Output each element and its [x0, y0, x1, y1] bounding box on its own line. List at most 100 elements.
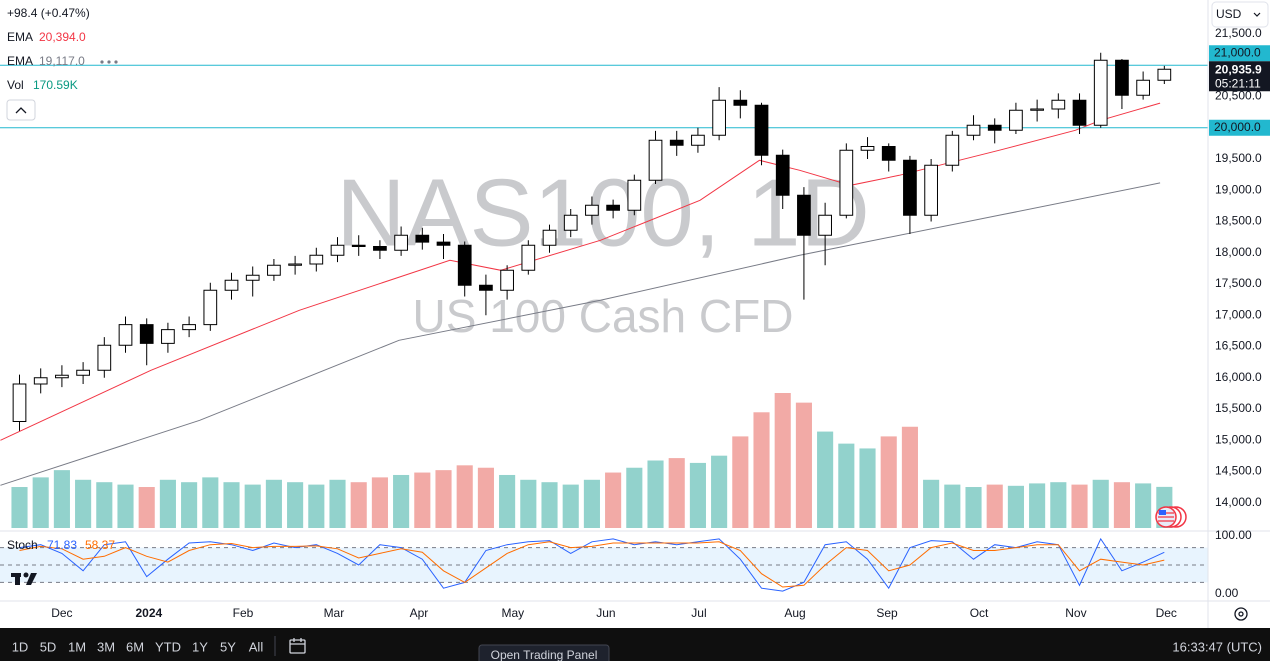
volume-bar: [32, 477, 49, 528]
candle-body: [373, 246, 387, 251]
volume-bar: [308, 484, 325, 528]
range-button[interactable]: 1D: [12, 639, 29, 654]
candle-body: [1136, 79, 1150, 96]
candle-body: [436, 241, 451, 246]
candle-body: [754, 104, 769, 156]
volume-bar: [626, 467, 643, 528]
currency: USD: [1216, 7, 1242, 21]
currency-button[interactable]: USD: [1211, 1, 1269, 28]
x-tick-label: 2024: [135, 606, 162, 620]
countdown: 05:21:11: [1215, 76, 1261, 90]
range-button[interactable]: 5D: [40, 639, 57, 654]
candle-body: [161, 329, 175, 344]
volume-bar: [541, 482, 558, 528]
candle-body: [415, 234, 430, 243]
candle-body: [733, 99, 748, 106]
volume-bar: [96, 482, 113, 528]
candle-body: [521, 244, 536, 271]
volume-bar: [75, 479, 92, 528]
watermark: NAS100, 1D US 100 Cash CFD: [336, 159, 870, 342]
event-flag[interactable]: [1155, 506, 1187, 528]
candle-body: [118, 324, 133, 346]
candle-body: [945, 134, 960, 166]
volume-bar: [11, 487, 28, 528]
y-tick-label: 14,000.0: [1215, 495, 1262, 509]
candle-body: [33, 377, 48, 385]
y-tick-label: 18,000.0: [1215, 245, 1262, 259]
volume-bar: [711, 455, 728, 528]
volume-value: 170.59K: [33, 78, 78, 92]
candle-body: [542, 229, 557, 246]
date-range-icon[interactable]: [289, 638, 306, 654]
volume-bar: [159, 479, 176, 528]
candle-body: [479, 284, 493, 291]
volume-bar: [1029, 483, 1046, 528]
legend: +98.4 (+0.47%) EMA 20,394.0 EMA 19,117.0…: [6, 6, 118, 552]
settings-icon[interactable]: [1234, 607, 1248, 621]
chart-subtitle: US 100 Cash CFD: [413, 290, 794, 342]
ema-name: EMA: [7, 54, 33, 68]
candle-body: [203, 289, 218, 326]
stoch-k-value: 71.83: [47, 538, 77, 552]
y-tick-label: 16,500.0: [1215, 339, 1262, 353]
volume-bar: [371, 477, 388, 528]
x-tick-label: Nov: [1065, 606, 1086, 620]
range-button[interactable]: 3M: [97, 639, 115, 654]
candle-body: [224, 279, 239, 291]
range-button[interactable]: 5Y: [220, 639, 236, 654]
volume-bar: [944, 484, 961, 528]
range-button[interactable]: 6M: [126, 639, 144, 654]
range-button[interactable]: 1M: [68, 639, 86, 654]
x-tick-label: Jul: [691, 606, 706, 620]
volume-bar: [53, 470, 70, 528]
candle-body: [139, 324, 154, 344]
candle-body: [309, 254, 324, 265]
volume-bar: [838, 443, 855, 528]
collapse-button[interactable]: [6, 99, 36, 121]
trading-panel-tab[interactable]: Open Trading Panel: [478, 644, 610, 661]
range-button[interactable]: YTD: [155, 639, 181, 654]
volume-bar: [774, 393, 791, 528]
y-tick-label: 17,000.0: [1215, 307, 1262, 321]
clock: 16:33:47 (UTC): [1172, 639, 1262, 654]
stoch-d-value: 58.37: [85, 538, 115, 552]
volume-bar: [117, 484, 134, 528]
volume-bar: [202, 477, 219, 528]
volume-bar: [986, 484, 1003, 528]
candle-body: [267, 264, 281, 276]
volume-bar: [1071, 484, 1088, 528]
x-tick-label: May: [502, 606, 525, 620]
volume-bar: [1050, 482, 1067, 528]
more-icon[interactable]: [100, 60, 118, 64]
price-label: 21,000.0: [1214, 45, 1261, 59]
ema-line: [0, 102, 1161, 441]
ema-line: [0, 182, 1161, 486]
candle-body: [881, 146, 896, 161]
plot-area: [0, 52, 1208, 592]
range-button[interactable]: All: [249, 639, 264, 654]
ema-value: 19,117.0: [39, 54, 85, 68]
candle-body: [924, 164, 938, 216]
volume-bar: [414, 472, 431, 528]
volume-bar: [287, 482, 304, 528]
range-button[interactable]: 1Y: [192, 639, 208, 654]
volume-bar: [520, 479, 537, 528]
candle-body: [606, 204, 620, 211]
volume-bar: [329, 479, 346, 528]
volume-bar: [923, 479, 940, 528]
volume-bar: [350, 482, 367, 528]
y-tick-label: 16,000.0: [1215, 370, 1262, 384]
volume-bar: [435, 470, 452, 528]
candle-body: [775, 154, 790, 196]
candle-body: [288, 263, 302, 266]
volume-bar: [244, 484, 261, 528]
candle-body: [500, 269, 514, 291]
candle-body: [669, 139, 684, 146]
x-tick-label: Dec: [1156, 606, 1177, 620]
volume-bar: [477, 467, 494, 528]
chart-title: NAS100, 1D: [336, 159, 870, 266]
volume-bar: [901, 426, 918, 528]
price-label: 20,000.0: [1214, 120, 1261, 134]
candle-body: [585, 204, 599, 216]
candle-body: [245, 274, 260, 281]
